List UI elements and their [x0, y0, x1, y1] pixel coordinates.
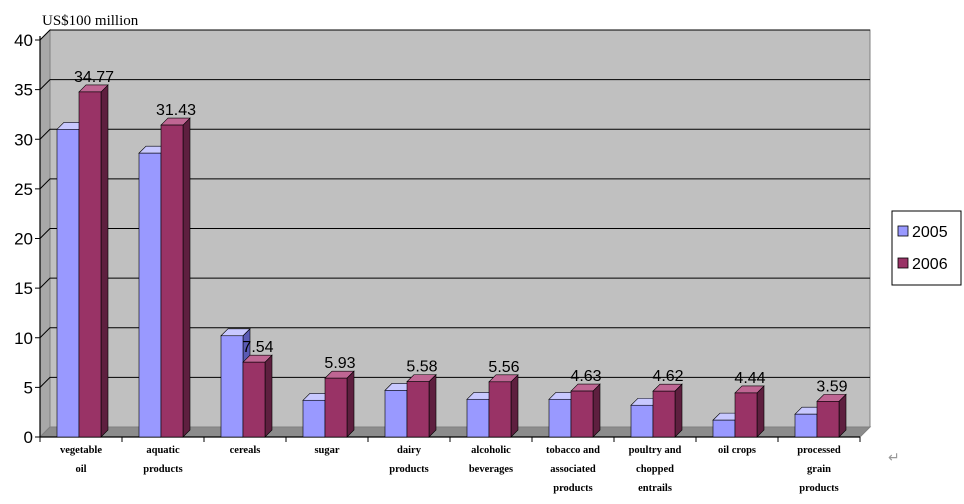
bar-side — [182, 117, 191, 438]
paragraph-mark-icon: ↵ — [888, 450, 900, 466]
bar-front — [794, 413, 818, 438]
x-tick-label: cereals — [230, 445, 261, 456]
bar-front — [242, 361, 266, 438]
y-tick-label: 10 — [14, 329, 33, 348]
bar-front — [488, 381, 512, 438]
bar-side — [838, 393, 847, 438]
legend-swatch-2005 — [897, 225, 909, 237]
x-tick-label: vegetable oil — [60, 445, 102, 475]
bar-side — [264, 354, 273, 438]
x-tick-label: oil crops — [718, 445, 756, 456]
bar-2006-7 — [652, 383, 683, 438]
bar-2006-6 — [570, 383, 601, 438]
data-label: 34.77 — [74, 69, 114, 86]
legend: 2005 2006 — [891, 210, 962, 286]
bar-front — [220, 335, 244, 438]
y-tick-label: 5 — [24, 378, 33, 397]
bar-front — [630, 404, 654, 438]
gridline — [39, 29, 870, 41]
legend-swatch-2006 — [897, 257, 909, 269]
bar-side — [674, 383, 683, 438]
x-tick-label: sugar — [314, 445, 339, 456]
data-label: 4.44 — [734, 370, 765, 387]
bar-front — [324, 377, 348, 438]
x-tick-label: tobacco and associated products — [546, 445, 600, 494]
data-label: 5.58 — [406, 359, 437, 376]
gridline — [39, 376, 870, 388]
gridline — [39, 79, 870, 90]
legend-label-2005: 2005 — [912, 224, 948, 241]
gridline — [39, 128, 870, 140]
gridline — [39, 327, 870, 339]
y-tick-label: 35 — [14, 81, 33, 100]
bar-2006-1 — [160, 117, 191, 438]
bar-front — [406, 381, 430, 438]
bar-front — [652, 390, 676, 438]
bar-2006-2 — [242, 354, 273, 438]
data-label: 5.93 — [324, 355, 355, 372]
gridline — [39, 178, 870, 190]
bar-2006-5 — [488, 374, 519, 438]
x-tick-label: alcoholic beverages — [469, 445, 513, 475]
bar-front — [548, 398, 572, 438]
x-tick-label: dairy products — [389, 445, 428, 475]
bar-front — [384, 390, 408, 438]
bar-front — [466, 398, 490, 438]
bar-front — [712, 419, 736, 438]
data-label: 7.54 — [242, 339, 273, 356]
bar-2006-0 — [78, 84, 109, 438]
legend-label-2006: 2006 — [912, 256, 948, 273]
legend-box — [891, 210, 962, 286]
bar-2006-9 — [816, 393, 847, 438]
data-label: 31.43 — [156, 102, 196, 119]
x-tick-label: aquatic products — [143, 445, 182, 475]
bar-front — [56, 129, 80, 438]
bar-front — [734, 392, 758, 438]
bar-side — [592, 383, 601, 438]
y-tick-label: 25 — [14, 180, 33, 199]
plot-area: 0 5 10 15 20 25 30 35 40 34.77 vegetable oil 31.43 aq… — [14, 28, 872, 494]
bar-front — [302, 399, 326, 438]
bar-front — [570, 390, 594, 438]
bar-front — [160, 124, 184, 438]
bar-2006-8 — [734, 385, 765, 438]
unit-label: US$100 million — [42, 13, 139, 29]
bar-side — [346, 370, 355, 438]
y-tick-label: 0 — [24, 428, 33, 447]
bar-front — [138, 152, 162, 438]
y-tick-label: 20 — [14, 230, 33, 249]
gridline — [39, 228, 870, 239]
y-tick-label: 15 — [14, 279, 33, 298]
x-tick-label: processed grain products — [797, 445, 841, 494]
bar-side — [428, 373, 437, 438]
data-label: 5.56 — [488, 359, 519, 376]
x-tick-label: poultry and chopped entrails — [629, 445, 682, 494]
data-label: 4.62 — [652, 368, 683, 385]
bar-side — [510, 374, 519, 438]
bar-2006-4 — [406, 373, 437, 438]
data-label: 4.63 — [570, 368, 601, 385]
bar-side — [100, 84, 109, 438]
bar-side — [756, 385, 765, 438]
bar-front — [816, 401, 840, 438]
bar-2006-3 — [324, 370, 355, 438]
bar-front — [78, 91, 102, 438]
y-tick-label: 40 — [14, 31, 33, 50]
data-label: 3.59 — [816, 378, 847, 395]
gridline — [39, 277, 870, 289]
y-tick-label: 30 — [14, 130, 33, 149]
